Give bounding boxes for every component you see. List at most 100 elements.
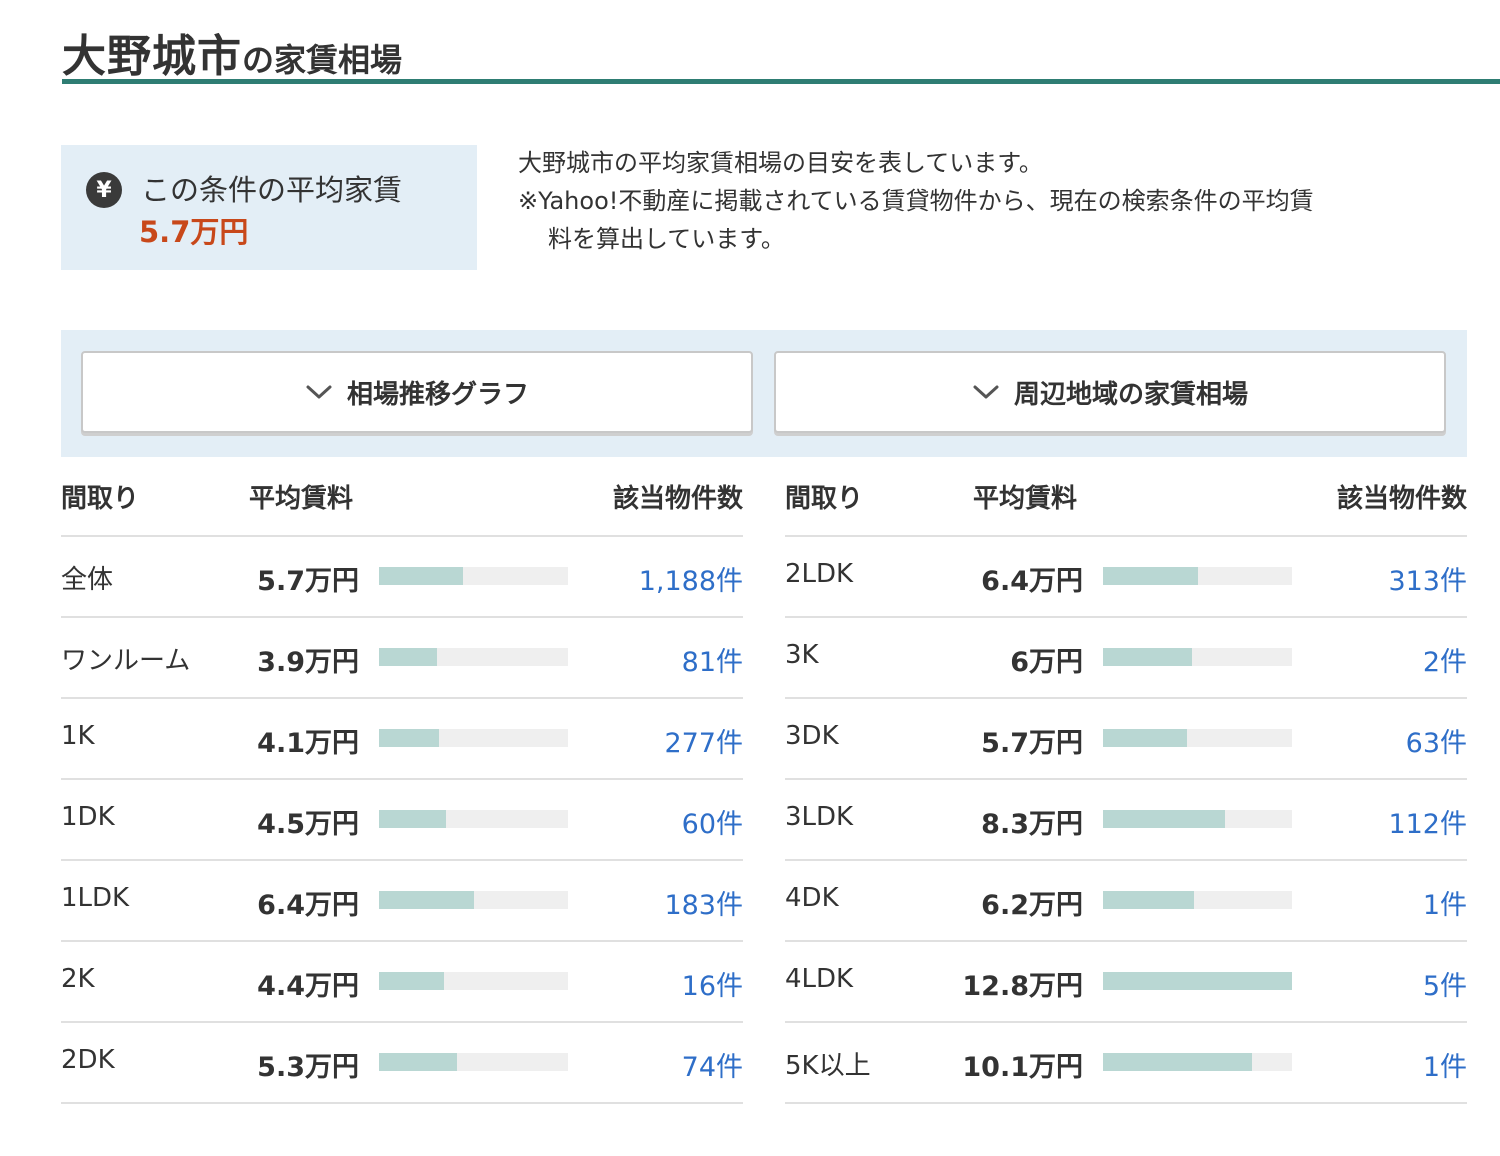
layout-cell: 5K以上 xyxy=(785,1051,871,1081)
listing-count-link[interactable]: 81件 xyxy=(681,647,743,678)
price-bar-track xyxy=(1103,1053,1292,1071)
page-title-suffix: の家賃相場 xyxy=(242,41,403,79)
price-bar-track xyxy=(379,972,568,990)
trend-graph-toggle-label: 相場推移グラフ xyxy=(346,379,529,410)
table-row: 3DK 5.7万円 63件 xyxy=(785,699,1467,780)
listing-count-link[interactable]: 16件 xyxy=(681,971,743,1002)
table-row: 3K 6万円 2件 xyxy=(785,618,1467,699)
price-bar-track xyxy=(379,1053,568,1071)
listing-count-link[interactable]: 74件 xyxy=(681,1052,743,1083)
table-row: 1K 4.1万円 277件 xyxy=(61,699,743,780)
price-bar-track xyxy=(379,648,568,666)
header-price: 平均賃料 xyxy=(973,484,1078,514)
price-bar-fill xyxy=(379,810,446,828)
description: 大野城市の平均家賃相場の目安を表しています。 ※Yahoo!不動産に掲載されてい… xyxy=(518,144,1468,258)
header-count: 該当物件数 xyxy=(612,484,743,514)
layout-cell: 4LDK xyxy=(785,964,854,994)
price-cell: 5.7万円 xyxy=(981,728,1083,759)
listing-count-link[interactable]: 1件 xyxy=(1422,1052,1467,1083)
price-cell: 6.2万円 xyxy=(981,890,1083,921)
layout-cell: 2DK xyxy=(61,1045,115,1075)
price-cell: 12.8万円 xyxy=(962,971,1083,1002)
layout-cell: 3DK xyxy=(785,721,839,751)
price-cell: 4.1万円 xyxy=(257,728,359,759)
header-price: 平均賃料 xyxy=(249,484,354,514)
price-bar-track xyxy=(1103,567,1292,585)
toggle-bar: 相場推移グラフ 周辺地域の家賃相場 xyxy=(61,330,1467,457)
listing-count-link[interactable]: 2件 xyxy=(1422,647,1467,678)
trend-graph-toggle-button[interactable]: 相場推移グラフ xyxy=(81,351,753,433)
average-rent-value: 5.7万円 xyxy=(139,215,249,249)
listing-count-link[interactable]: 60件 xyxy=(681,809,743,840)
price-cell: 3.9万円 xyxy=(257,647,359,678)
listing-count-link[interactable]: 313件 xyxy=(1388,566,1467,597)
price-bar-fill xyxy=(379,567,464,585)
table-row: 全体 5.7万円 1,188件 xyxy=(61,537,743,618)
price-bar-fill xyxy=(1103,567,1198,585)
table-row: 4DK 6.2万円 1件 xyxy=(785,861,1467,942)
layout-cell: ワンルーム xyxy=(61,646,191,676)
average-rent-box: ¥ この条件の平均家賃 5.7万円 xyxy=(61,145,477,270)
price-bar-track xyxy=(1103,972,1292,990)
average-rent-label: この条件の平均家賃 xyxy=(141,173,403,207)
nearby-area-toggle-button[interactable]: 周辺地域の家賃相場 xyxy=(774,351,1446,433)
price-bar-fill xyxy=(379,729,440,747)
listing-count-link[interactable]: 1件 xyxy=(1422,890,1467,921)
table-row: 1DK 4.5万円 60件 xyxy=(61,780,743,861)
listing-count-link[interactable]: 63件 xyxy=(1405,728,1467,759)
layout-cell: 3LDK xyxy=(785,802,854,832)
price-bar-fill xyxy=(379,972,445,990)
listing-count-link[interactable]: 277件 xyxy=(664,728,743,759)
table-row: 5K以上 10.1万円 1件 xyxy=(785,1023,1467,1104)
yen-icon: ¥ xyxy=(86,172,122,208)
price-bar-track xyxy=(379,810,568,828)
description-note-cont: 料を算出しています。 xyxy=(548,225,785,253)
price-bar-fill xyxy=(1103,648,1192,666)
table-header: 間取り 平均賃料 該当物件数 xyxy=(785,458,1467,537)
table-row: 3LDK 8.3万円 112件 xyxy=(785,780,1467,861)
page-title-city: 大野城市 xyxy=(62,31,242,82)
price-cell: 6.4万円 xyxy=(257,890,359,921)
price-bar-fill xyxy=(1103,729,1188,747)
layout-cell: 3K xyxy=(785,640,819,670)
price-bar-fill xyxy=(1103,810,1226,828)
listing-count-link[interactable]: 112件 xyxy=(1388,809,1467,840)
price-bar-fill xyxy=(1103,891,1195,909)
table-row: 2K 4.4万円 16件 xyxy=(61,942,743,1023)
listing-count-link[interactable]: 5件 xyxy=(1422,971,1467,1002)
layout-cell: 1K xyxy=(61,721,95,751)
page-header: 大野城市の家賃相場 xyxy=(62,14,1500,86)
listing-count-link[interactable]: 183件 xyxy=(664,890,743,921)
price-cell: 4.5万円 xyxy=(257,809,359,840)
price-bar-track xyxy=(379,729,568,747)
listing-count-link[interactable]: 1,188件 xyxy=(638,566,743,597)
layout-cell: 1DK xyxy=(61,802,115,832)
layout-cell: 全体 xyxy=(61,565,114,595)
price-cell: 5.3万円 xyxy=(257,1052,359,1083)
layout-cell: 1LDK xyxy=(61,883,130,913)
rent-table-left: 間取り 平均賃料 該当物件数 全体 5.7万円 1,188件ワンルーム 3.9万円 81… xyxy=(61,458,743,1104)
table-row: ワンルーム 3.9万円 81件 xyxy=(61,618,743,699)
price-cell: 6.4万円 xyxy=(981,566,1083,597)
title-underline xyxy=(62,79,1500,84)
chevron-down-icon xyxy=(306,385,332,399)
price-bar-track xyxy=(379,567,568,585)
price-bar-track xyxy=(379,891,568,909)
price-bar-fill xyxy=(1103,1053,1253,1071)
table-row: 2LDK 6.4万円 313件 xyxy=(785,537,1467,618)
table-row: 2DK 5.3万円 74件 xyxy=(61,1023,743,1104)
description-note: ※Yahoo!不動産に掲載されている賃貸物件から、現在の検索条件の平均賃 xyxy=(518,187,1314,215)
table-header: 間取り 平均賃料 該当物件数 xyxy=(61,458,743,537)
price-cell: 10.1万円 xyxy=(962,1052,1083,1083)
page-title: 大野城市の家賃相場 xyxy=(62,20,402,84)
description-line: 大野城市の平均家賃相場の目安を表しています。 xyxy=(518,149,1043,177)
nearby-area-toggle-label: 周辺地域の家賃相場 xyxy=(1013,379,1248,410)
table-row: 1LDK 6.4万円 183件 xyxy=(61,861,743,942)
price-bar-fill xyxy=(379,1053,458,1071)
price-bar-track xyxy=(1103,648,1292,666)
header-layout: 間取り xyxy=(785,484,864,514)
header-layout: 間取り xyxy=(61,484,140,514)
price-bar-fill xyxy=(379,648,437,666)
price-cell: 4.4万円 xyxy=(257,971,359,1002)
layout-cell: 2LDK xyxy=(785,559,854,589)
